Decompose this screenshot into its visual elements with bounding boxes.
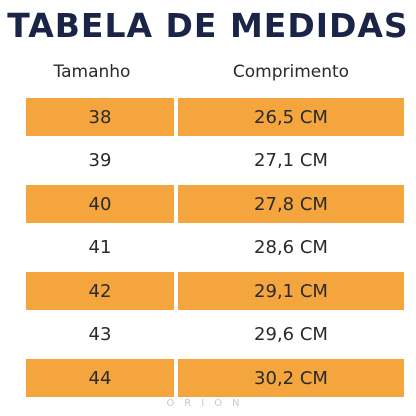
- size-cell: 44: [26, 359, 174, 397]
- length-cell: 27,1 CM: [254, 150, 328, 171]
- length-cell: 26,5 CM: [178, 98, 404, 136]
- size-cell: 38: [26, 98, 174, 136]
- table-row: 41 28,6 CM: [26, 229, 404, 267]
- size-cell: 41: [88, 237, 112, 258]
- length-cell: 28,6 CM: [254, 237, 328, 258]
- table-row: 39 27,1 CM: [26, 142, 404, 180]
- length-cell: 29,1 CM: [178, 272, 404, 310]
- size-cell: 40: [26, 185, 174, 223]
- length-cell: 30,2 CM: [178, 359, 404, 397]
- page-title: TABELA DE MEDIDAS: [7, 6, 409, 45]
- table-row: 44 30,2 CM: [26, 359, 404, 397]
- table-row: 43 29,6 CM: [26, 316, 404, 354]
- size-table: 38 26,5 CM 39 27,1 CM 40 27,8 CM 41 28,6…: [26, 98, 404, 403]
- table-row: 42 29,1 CM: [26, 272, 404, 310]
- column-header-size: Tamanho: [53, 62, 131, 82]
- size-cell: 42: [26, 272, 174, 310]
- length-cell: 27,8 CM: [178, 185, 404, 223]
- length-cell: 29,6 CM: [254, 324, 328, 345]
- table-row: 40 27,8 CM: [26, 185, 404, 223]
- table-row: 38 26,5 CM: [26, 98, 404, 136]
- size-cell: 43: [88, 324, 112, 345]
- brand-watermark: ORION: [166, 398, 250, 409]
- size-cell: 39: [88, 150, 112, 171]
- column-header-length: Comprimento: [232, 62, 350, 82]
